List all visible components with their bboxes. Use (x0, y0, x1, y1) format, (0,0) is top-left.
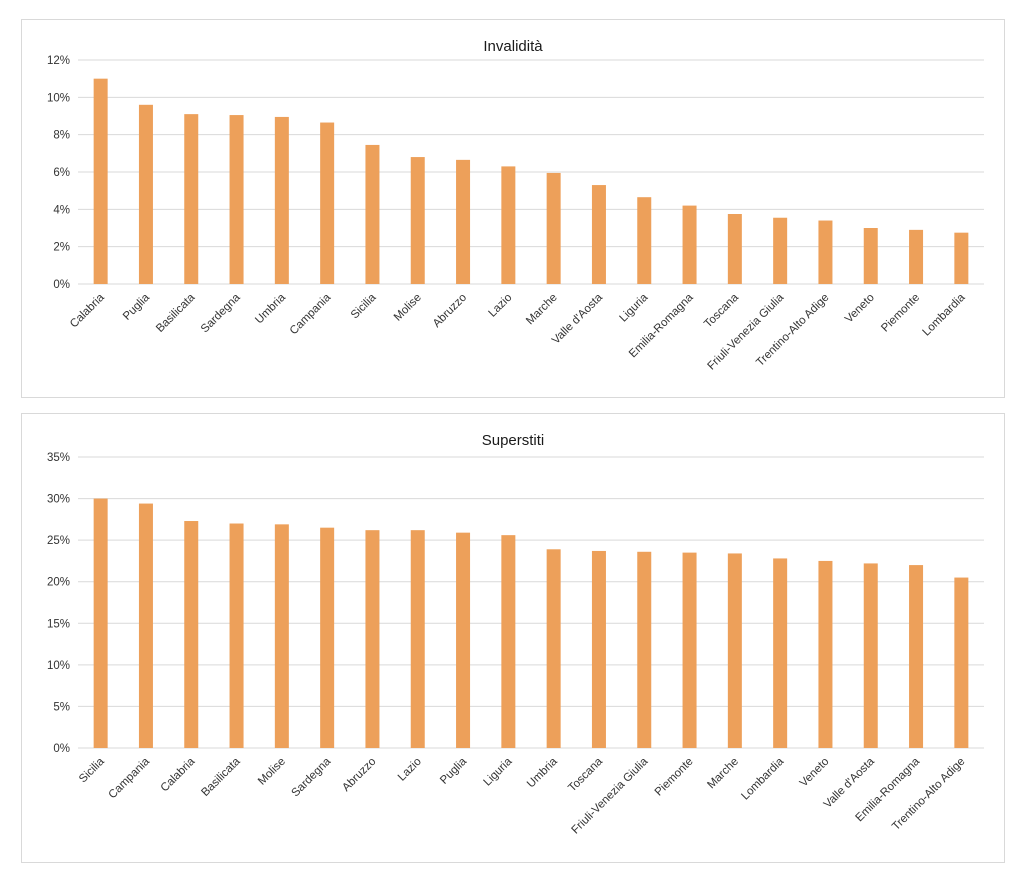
x-tick-label: Puglia (121, 291, 153, 323)
x-tick-label: Toscana (702, 291, 741, 330)
y-tick-label: 8% (53, 130, 70, 142)
x-tick-label: Lombardia (739, 755, 786, 802)
x-tick-label: Sardegna (290, 755, 334, 799)
y-tick-label: 10% (47, 92, 70, 104)
bar-veneto (863, 228, 878, 284)
x-tick-label: Piemonte (653, 756, 696, 799)
bar-sicilia (93, 498, 108, 748)
bar-lazio (501, 166, 516, 284)
y-tick-label: 12% (47, 55, 70, 67)
bar-liguria (501, 535, 516, 748)
bar-piemonte (682, 552, 697, 748)
x-tick-label: Marche (705, 756, 741, 792)
x-tick-label: Calabria (159, 755, 198, 794)
bar-trentino-alto-adige (954, 577, 969, 748)
bar-emilia-romagna (909, 565, 924, 748)
bar-emilia-romagna (682, 205, 697, 284)
x-tick-label: Calabria (68, 291, 107, 330)
chart-title: Superstiti (482, 432, 545, 449)
bar-basilicata (184, 114, 199, 284)
x-tick-label: Umbria (253, 291, 288, 326)
x-tick-label: Liguria (482, 755, 515, 788)
bar-abruzzo (365, 530, 380, 748)
x-tick-label: Puglia (438, 755, 470, 787)
x-tick-label: Marche (524, 292, 560, 328)
bar-valle-d-aosta (863, 563, 878, 748)
bar-toscana (727, 214, 742, 284)
bar-umbria (546, 549, 561, 748)
bar-friuli-venezia-giulia (637, 551, 652, 748)
x-tick-label: Sicilia (349, 291, 379, 321)
x-tick-label: Campania (288, 291, 334, 337)
bar-molise (274, 524, 289, 748)
bar-veneto (818, 560, 833, 748)
chart-title: Invalidità (483, 38, 543, 55)
bar-lazio (410, 530, 425, 748)
x-tick-label: Friuli-Venezia Giulia (570, 755, 651, 836)
bar-friuli-venezia-giulia (773, 217, 788, 284)
x-tick-label: Lazio (396, 756, 424, 784)
x-tick-label: Lombardia (921, 291, 968, 338)
bar-calabria (93, 78, 108, 284)
x-tick-label: Friuli-Venezia Giulia (705, 291, 786, 372)
bar-marche (727, 553, 742, 748)
x-tick-label: Basilicata (154, 291, 198, 335)
bar-valle-d-aosta (591, 185, 606, 284)
x-tick-label: Abruzzo (431, 292, 469, 330)
y-tick-label: 0% (53, 279, 70, 291)
bar-liguria (637, 197, 652, 284)
bar-sardegna (320, 527, 335, 748)
y-tick-label: 20% (47, 577, 70, 589)
y-tick-label: 2% (53, 242, 70, 254)
bar-sicilia (365, 144, 380, 284)
x-tick-label: Campania (107, 755, 153, 801)
x-tick-label: Piemonte (879, 292, 922, 335)
bar-campania (138, 503, 153, 748)
x-tick-label: Molise (256, 756, 288, 788)
y-tick-label: 30% (47, 494, 70, 506)
bar-sardegna (229, 115, 244, 284)
chart-invalidita-svg: Invalidità 0% 2% 4% 6% 8% 10% 12% Calabria Pugli… (47, 38, 984, 372)
bar-basilicata (229, 523, 244, 748)
x-tick-label: Liguria (617, 291, 650, 324)
bar-marche (546, 172, 561, 284)
bar-campania (320, 122, 335, 285)
x-tick-label: Toscana (566, 755, 605, 794)
x-tick-label: Molise (392, 292, 424, 324)
y-tick-label: 35% (47, 452, 70, 464)
chart-superstiti-svg: Superstiti 0% 5% 10% 15% 20% 25% 30% 35% Sicilia… (47, 432, 984, 836)
x-tick-label: Veneto (798, 756, 832, 790)
bar-toscana (591, 550, 606, 748)
x-tick-label: Sardegna (199, 291, 243, 335)
chart-invalidita: Invalidità 0% 2% 4% 6% 8% 10% 12% Calabria Pugli… (21, 19, 1005, 398)
y-tick-label: 4% (53, 204, 70, 216)
bar-piemonte (909, 229, 924, 284)
bar-puglia (456, 532, 471, 748)
y-tick-label: 5% (53, 701, 70, 713)
y-tick-label: 0% (53, 743, 70, 755)
bar-molise (410, 157, 425, 284)
x-tick-label: Lazio (487, 292, 515, 320)
bar-calabria (184, 521, 199, 748)
bar-umbria (274, 116, 289, 284)
x-tick-label: Abruzzo (340, 756, 378, 794)
y-tick-label: 6% (53, 167, 70, 179)
bar-puglia (138, 104, 153, 284)
bar-abruzzo (456, 159, 471, 284)
x-tick-label: Basilicata (199, 755, 243, 799)
x-tick-label: Veneto (843, 292, 877, 326)
y-tick-label: 25% (47, 535, 70, 547)
y-tick-label: 10% (47, 660, 70, 672)
y-tick-label: 15% (47, 618, 70, 630)
bar-lombardia (773, 558, 788, 748)
bar-lombardia (954, 232, 969, 284)
bar-trentino-alto-adige (818, 220, 833, 284)
x-tick-label: Sicilia (77, 755, 107, 785)
x-tick-label: Umbria (525, 755, 560, 790)
chart-superstiti: Superstiti 0% 5% 10% 15% 20% 25% 30% 35% Sicilia… (21, 413, 1005, 863)
